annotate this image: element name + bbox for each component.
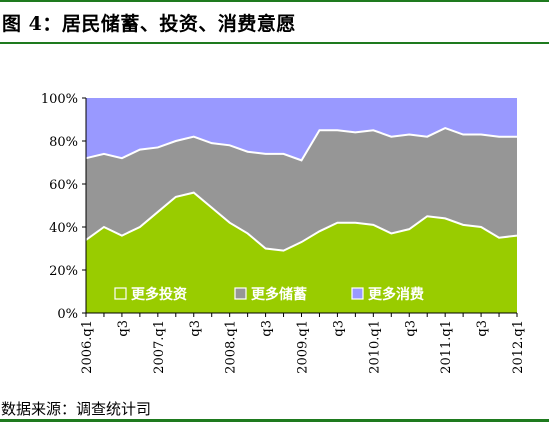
legend-label-savings: 更多储蓄 [251, 286, 307, 303]
y-tick-label: 40% [49, 221, 78, 236]
x-tick-label: q3 [260, 320, 275, 337]
y-tick-label: 0% [57, 307, 78, 322]
x-tick-label: q3 [403, 320, 418, 337]
x-tick-label: q3 [331, 320, 346, 337]
x-tick-label: 2009.q1 [296, 320, 311, 374]
x-tick-label: 2011.q1 [439, 320, 454, 374]
x-tick-label: 2010.q1 [367, 320, 382, 374]
legend-swatch-savings [234, 287, 247, 300]
legend-label-investment: 更多投资 [131, 286, 187, 303]
y-tick-label: 80% [49, 135, 78, 150]
legend-swatch-investment [114, 287, 127, 300]
area-consumption [86, 98, 517, 161]
top-rule [0, 0, 549, 2]
axes: 0% 20% 40% 60% 80% 100% 2006.q1 q3 2007.q1 q3 2008… [41, 92, 526, 374]
y-tick-label: 60% [49, 178, 78, 193]
x-tick-label: q3 [188, 320, 203, 337]
legend-label-consumption: 更多消费 [368, 286, 424, 303]
plot-boundary-lines [85, 127, 518, 252]
x-tick-label: 2012.q1 [511, 320, 526, 374]
source-note: 数据来源：调查统计司 [1, 400, 152, 418]
y-tick-label: 100% [41, 92, 78, 107]
bottom-rule [0, 419, 549, 422]
x-tick-label: 2006.q1 [80, 320, 95, 374]
area-savings [86, 128, 517, 251]
legend-swatch-consumption [351, 287, 364, 300]
area-investment [86, 192, 517, 313]
plot-areas [86, 98, 517, 313]
boundary-line-savings [85, 127, 517, 162]
x-tick-label: q3 [116, 320, 131, 337]
title-rule [0, 42, 549, 44]
figure-title: 图 4：居民储蓄、投资、消费意愿 [2, 13, 296, 35]
x-tick-label: q3 [475, 320, 490, 337]
boundary-line-investment [85, 191, 518, 252]
x-tick-label: 2008.q1 [224, 320, 239, 374]
y-tick-label: 20% [49, 264, 78, 279]
legend: 更多投资 更多储蓄 更多消费 [114, 286, 424, 303]
x-tick-label: 2007.q1 [152, 320, 167, 374]
